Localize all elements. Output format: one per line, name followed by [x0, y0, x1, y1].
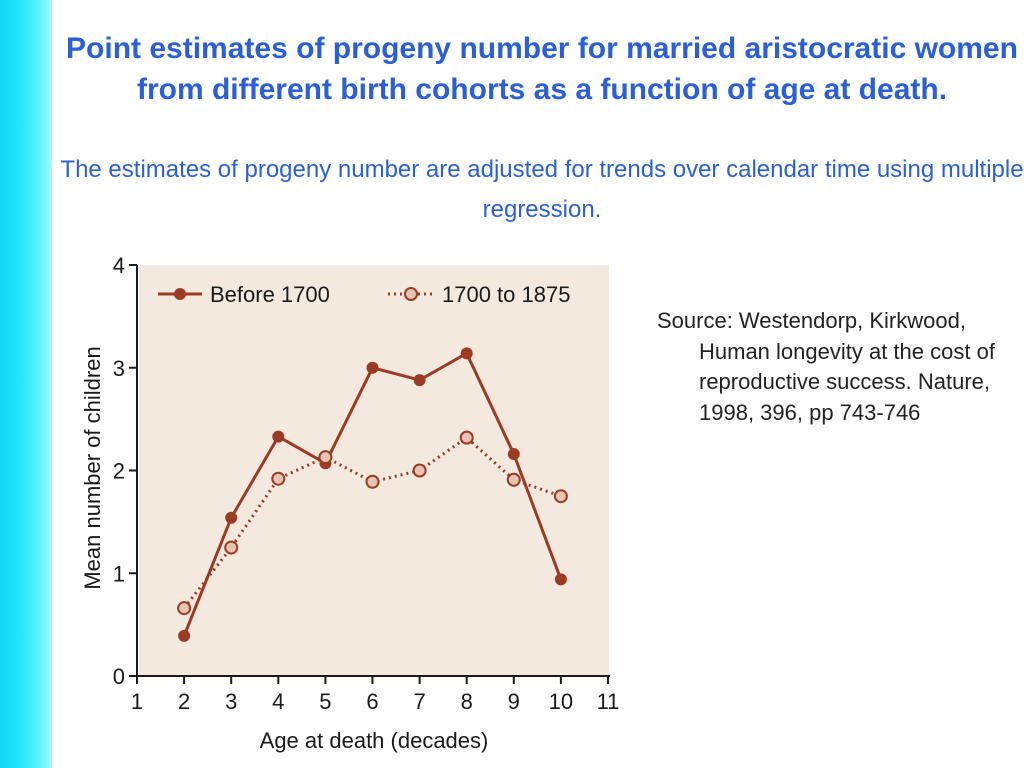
x-tick-label: 2	[178, 689, 190, 714]
data-point-before-1700	[460, 347, 473, 360]
slide-subtitle: The estimates of progeny number are adju…	[60, 156, 1024, 223]
y-tick-label: 2	[113, 459, 125, 484]
data-point-before-1700	[413, 374, 426, 387]
data-point-before-1700	[507, 448, 520, 461]
x-tick-label: 7	[413, 689, 425, 714]
data-point-1700-to-1875	[224, 540, 239, 555]
data-point-1700-to-1875	[177, 601, 192, 616]
y-axis-label: Mean number of children	[80, 346, 105, 589]
y-axis-ticks: 0 1 2 3 4	[113, 253, 137, 689]
series-layer	[177, 347, 568, 642]
y-tick-label: 3	[113, 356, 125, 381]
data-point-before-1700	[366, 361, 379, 374]
plot-area	[139, 265, 609, 675]
data-point-before-1700	[178, 629, 191, 642]
data-point-1700-to-1875	[506, 472, 521, 487]
legend-marker-before-1700	[174, 288, 186, 300]
x-tick-label: 5	[319, 689, 331, 714]
y-tick-label: 0	[113, 664, 125, 689]
left-accent-bar	[0, 0, 52, 768]
data-point-before-1700	[554, 573, 567, 586]
data-point-1700-to-1875	[459, 430, 474, 445]
legend: Before 1700 1700 to 1875	[158, 282, 570, 307]
legend-label-before-1700: Before 1700	[210, 282, 330, 307]
x-axis-label: Age at death (decades)	[260, 728, 489, 753]
data-point-1700-to-1875	[553, 489, 568, 504]
x-tick-label: 9	[508, 689, 520, 714]
slide-title: Point estimates of progeny number for ma…	[66, 32, 1018, 106]
x-tick-label: 3	[225, 689, 237, 714]
data-point-1700-to-1875	[365, 474, 380, 489]
x-tick-label: 10	[549, 689, 573, 714]
data-point-before-1700	[272, 430, 285, 443]
data-point-1700-to-1875	[412, 463, 427, 478]
y-tick-label: 1	[113, 561, 125, 586]
x-axis-ticks: 1 2 3 4 5 6 7 8 9 10 11	[131, 676, 620, 714]
source-citation: Source: Westendorp, Kirkwood, Human long…	[657, 308, 995, 425]
x-tick-label: 6	[366, 689, 378, 714]
x-tick-label: 4	[272, 689, 284, 714]
y-tick-label: 4	[113, 253, 125, 278]
data-point-1700-to-1875	[271, 471, 286, 486]
legend-marker-1700-to-1875	[404, 287, 418, 301]
x-tick-label: 1	[131, 689, 143, 714]
x-tick-label: 11	[597, 689, 620, 714]
data-point-1700-to-1875	[318, 450, 333, 465]
data-point-before-1700	[225, 511, 238, 524]
legend-label-1700-to-1875: 1700 to 1875	[442, 282, 570, 307]
x-tick-label: 8	[461, 689, 473, 714]
